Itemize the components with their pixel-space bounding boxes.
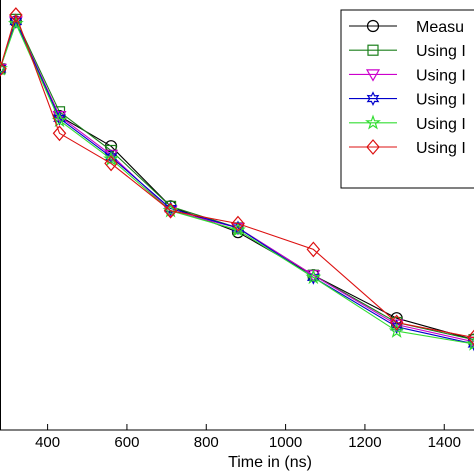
legend-marker xyxy=(366,139,380,155)
series-group xyxy=(0,7,474,352)
legend-marker xyxy=(365,114,381,130)
series-6 xyxy=(0,7,474,346)
data-point xyxy=(230,221,246,237)
legend-item: Using I xyxy=(349,114,466,133)
data-point xyxy=(466,336,474,350)
legend-marker xyxy=(367,44,379,56)
x-axis-title: Time in (ns) xyxy=(228,454,312,471)
data-point xyxy=(389,314,404,331)
data-point xyxy=(466,335,474,351)
plot-area: 400 600 800 1000 1200 1400 xyxy=(0,0,474,451)
legend-items: Measu Using I Using I Using I Using I Using I xyxy=(349,19,466,157)
legend-marker xyxy=(366,91,380,106)
x-tick-label: 600 xyxy=(114,434,139,451)
data-point xyxy=(104,155,118,172)
x-tick-label: 1400 xyxy=(428,434,461,451)
data-point xyxy=(0,60,7,77)
x-tick-label: 1000 xyxy=(269,434,302,451)
data-point xyxy=(305,269,322,285)
data-point xyxy=(0,63,6,75)
data-point xyxy=(9,14,23,29)
legend-item: Using I xyxy=(349,139,466,157)
legend-label: Using I xyxy=(416,140,466,157)
data-point xyxy=(53,110,66,126)
legend-label: Using I xyxy=(416,116,466,133)
data-point xyxy=(163,202,178,219)
data-point xyxy=(467,329,474,346)
legend-marker xyxy=(365,69,381,82)
data-point xyxy=(52,125,67,142)
data-point xyxy=(0,61,7,77)
data-point xyxy=(7,15,24,31)
legend-item: Using I xyxy=(349,43,466,60)
data-point xyxy=(103,150,119,166)
legend-label: Using I xyxy=(416,67,466,84)
legend-marker xyxy=(366,19,380,33)
data-point xyxy=(306,241,321,258)
series-line xyxy=(0,13,474,339)
x-ticks: 400 600 800 1000 1200 1400 xyxy=(35,424,461,451)
legend-item: Using I xyxy=(349,91,466,109)
legend-label: Using I xyxy=(416,43,466,60)
x-tick-label: 400 xyxy=(35,434,60,451)
x-tick-label: 1200 xyxy=(348,434,381,451)
data-point xyxy=(9,7,23,23)
legend-label: Measu xyxy=(416,19,464,36)
data-point xyxy=(467,336,474,352)
data-point xyxy=(388,322,405,338)
x-tick-label: 800 xyxy=(194,434,219,451)
legend-item: Measu xyxy=(349,19,464,36)
legend: Measu Using I Using I Using I Using I Using I xyxy=(340,9,474,189)
legend-item: Using I xyxy=(349,67,466,84)
data-point xyxy=(51,112,68,128)
data-point xyxy=(231,215,245,232)
legend-label: Using I xyxy=(416,92,466,109)
